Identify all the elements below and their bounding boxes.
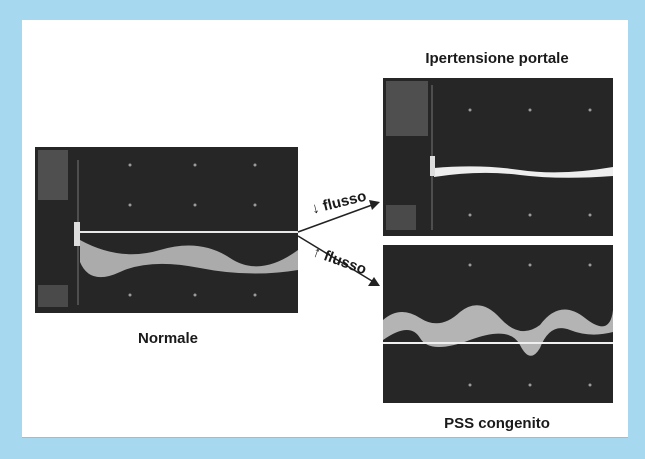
doppler-pss bbox=[383, 245, 613, 403]
label-pss: PSS congenito bbox=[444, 415, 550, 432]
doppler-hypertension bbox=[383, 78, 613, 236]
label-normal: Normale bbox=[138, 330, 198, 347]
panel-edge bbox=[22, 437, 628, 438]
doppler-normal bbox=[35, 147, 298, 313]
label-hypertension: Ipertensione portale bbox=[425, 50, 568, 67]
arrows bbox=[297, 200, 380, 286]
